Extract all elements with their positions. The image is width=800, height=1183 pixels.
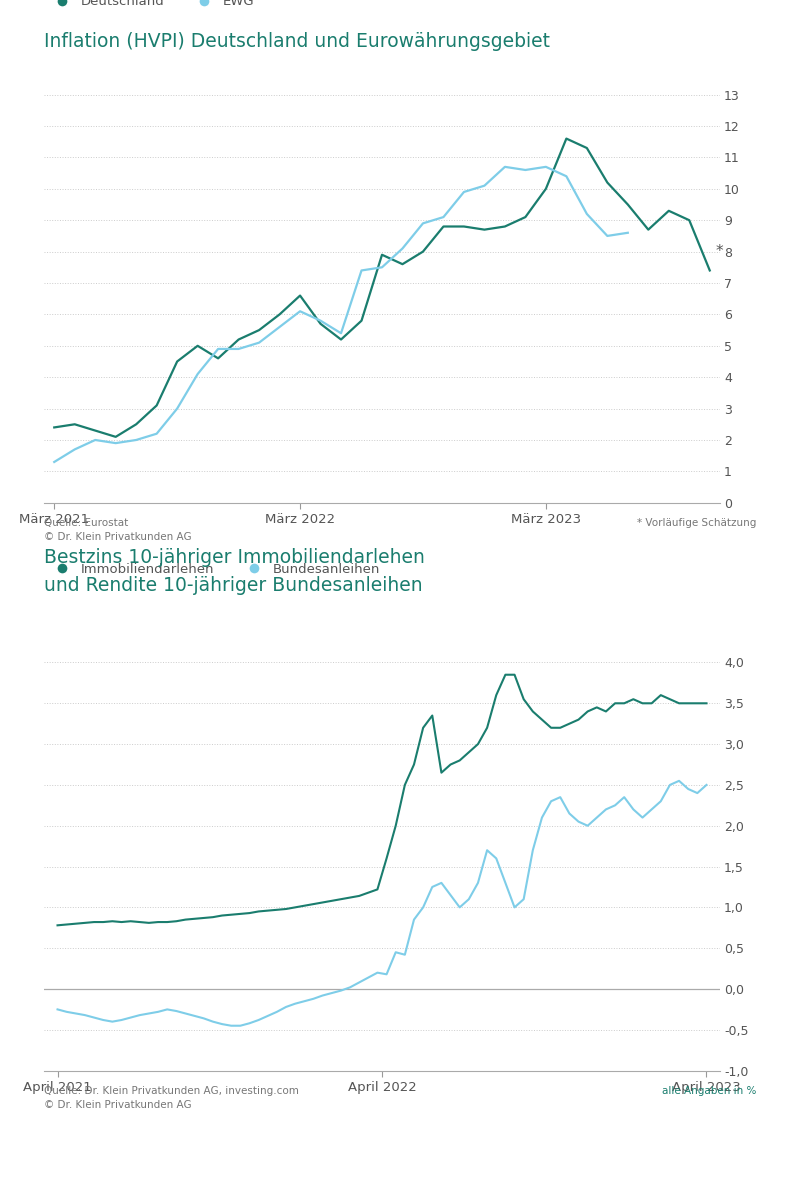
Legend: Deutschland, EWG: Deutschland, EWG — [50, 0, 254, 8]
Text: Quelle: Dr. Klein Privatkunden AG, investing.com
© Dr. Klein Privatkunden AG: Quelle: Dr. Klein Privatkunden AG, inves… — [44, 1086, 299, 1110]
Text: * Vorläufige Schätzung: * Vorläufige Schätzung — [637, 518, 756, 528]
Text: Inflation (HVPI) Deutschland und Eurowährungsgebiet: Inflation (HVPI) Deutschland und Eurowäh… — [44, 32, 550, 51]
Text: und Rendite 10-jähriger Bundesanleihen: und Rendite 10-jähriger Bundesanleihen — [44, 576, 422, 595]
Text: *: * — [716, 245, 723, 259]
Text: Bestzins 10-jähriger Immobiliendarlehen: Bestzins 10-jähriger Immobiliendarlehen — [44, 548, 425, 567]
Text: Quelle: Eurostat
© Dr. Klein Privatkunden AG: Quelle: Eurostat © Dr. Klein Privatkunde… — [44, 518, 192, 542]
Text: alle Angaben in %: alle Angaben in % — [662, 1086, 756, 1095]
Legend: Immobiliendarlehen, Bundesanleihen: Immobiliendarlehen, Bundesanleihen — [50, 563, 380, 576]
